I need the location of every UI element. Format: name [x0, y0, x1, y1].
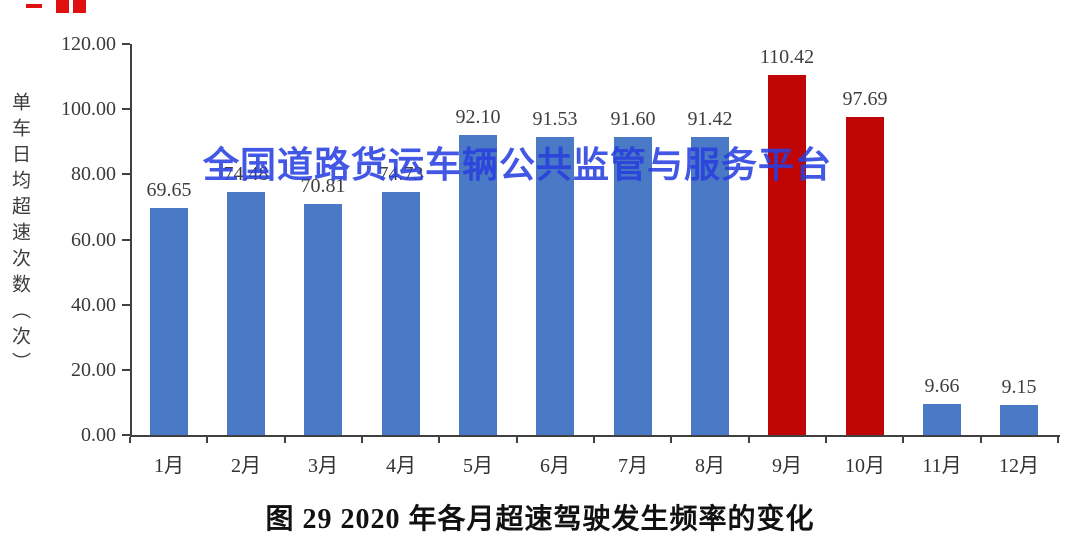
bar-value-label: 9.15 — [1001, 376, 1037, 398]
bar-7月 — [614, 137, 652, 435]
bar-4月 — [382, 192, 420, 435]
x-category-label: 2月 — [231, 455, 261, 477]
bar-2月 — [227, 192, 265, 435]
x-tick-mark — [283, 437, 286, 443]
x-tick-mark — [515, 437, 518, 443]
y-tick-label: 20.00 — [71, 358, 116, 381]
x-category-label: 1月 — [154, 455, 184, 477]
bar-value-label: 110.42 — [759, 46, 815, 68]
x-tick-mark — [1057, 437, 1059, 443]
x-tick-mark — [979, 437, 982, 443]
bar-8月 — [691, 137, 729, 435]
x-tick-mark — [593, 437, 595, 443]
x-tick-mark — [129, 437, 131, 443]
bar-1月 — [150, 208, 188, 435]
bar-value-label: 91.42 — [687, 108, 733, 130]
y-tick-mark — [122, 368, 130, 371]
bar-11月 — [923, 404, 961, 435]
red-stroke — [26, 4, 42, 8]
y-tick-mark — [122, 303, 130, 306]
y-axis-title: 单车日均超速次数（次） — [9, 92, 30, 378]
bar-9月 — [768, 75, 806, 435]
x-category-label: 6月 — [540, 455, 570, 477]
bar-10月 — [846, 117, 884, 435]
bar-5月 — [459, 135, 497, 435]
red-stroke — [73, 0, 86, 13]
x-category-label: 10月 — [845, 455, 885, 477]
bar-value-label: 70.81 — [300, 175, 346, 197]
x-tick-mark — [438, 437, 441, 443]
y-tick-label: 80.00 — [71, 163, 116, 186]
x-tick-mark — [902, 437, 905, 443]
y-tick-mark — [122, 434, 130, 436]
bar-value-label: 74.48 — [223, 163, 269, 185]
y-tick-mark — [122, 108, 130, 111]
x-tick-mark — [670, 437, 673, 443]
y-tick-mark — [122, 173, 130, 176]
plot-area — [130, 44, 1060, 437]
x-category-label: 12月 — [999, 455, 1039, 477]
bar-value-label: 91.53 — [532, 108, 578, 130]
x-tick-mark — [361, 437, 363, 443]
y-tick-mark — [122, 43, 130, 45]
x-category-label: 7月 — [618, 455, 648, 477]
bar-value-label: 69.65 — [146, 179, 192, 201]
bar-value-label: 9.66 — [924, 375, 960, 397]
x-category-label: 5月 — [463, 455, 493, 477]
bar-value-label: 74.73 — [378, 163, 424, 185]
x-tick-mark — [825, 437, 827, 443]
red-stroke — [56, 0, 69, 13]
y-tick-label: 0.00 — [81, 424, 116, 446]
x-category-label: 4月 — [386, 455, 416, 477]
y-tick-label: 40.00 — [71, 293, 116, 316]
y-tick-label: 100.00 — [61, 98, 116, 121]
y-tick-mark — [122, 238, 130, 241]
bar-value-label: 91.60 — [610, 108, 656, 130]
bar-value-label: 92.10 — [455, 106, 501, 128]
x-category-label: 11月 — [922, 455, 962, 477]
bar-12月 — [1000, 405, 1038, 435]
x-category-label: 8月 — [695, 455, 725, 477]
y-tick-label: 120.00 — [61, 33, 116, 55]
bar-value-label: 97.69 — [842, 88, 888, 110]
bar-6月 — [536, 137, 574, 435]
x-category-label: 3月 — [308, 455, 338, 477]
x-tick-mark — [747, 437, 750, 443]
bar-3月 — [304, 204, 342, 435]
x-category-label: 9月 — [772, 455, 802, 477]
chart-caption: 图 29 2020 年各月超速驾驶发生频率的变化 — [265, 504, 815, 535]
y-tick-label: 60.00 — [71, 228, 116, 251]
x-tick-mark — [206, 437, 209, 443]
